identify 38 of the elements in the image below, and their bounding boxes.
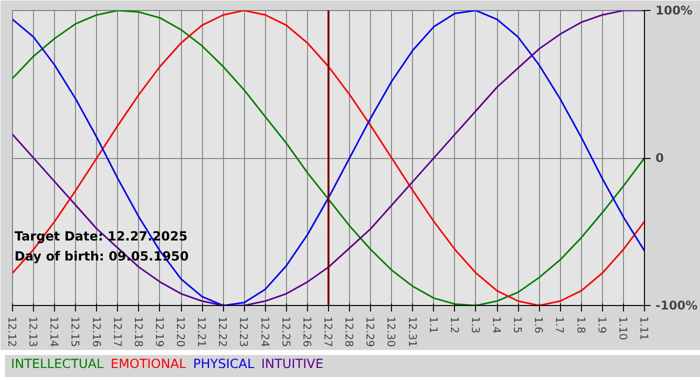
x-tick-label: 12.16 bbox=[90, 316, 103, 348]
x-tick-label: 1.9 bbox=[595, 316, 608, 334]
x-tick-label: 12.21 bbox=[195, 316, 208, 348]
x-tick-label: 12.24 bbox=[258, 316, 272, 348]
x-tick-label: 12.29 bbox=[364, 316, 377, 348]
x-tick-label: 1.3 bbox=[468, 316, 482, 334]
x-tick-label: 12.18 bbox=[132, 316, 145, 348]
x-tick-label: 12.19 bbox=[152, 316, 166, 348]
x-tick-label: 12.20 bbox=[174, 316, 188, 348]
y-tick-label: 100% bbox=[656, 4, 693, 18]
x-tick-label: 1.2 bbox=[448, 316, 461, 334]
text: INTELLECTUAL bbox=[11, 356, 104, 371]
x-tick-label: 12.26 bbox=[300, 316, 314, 348]
text: EMOTIONAL bbox=[110, 356, 186, 371]
x-tick-label: 12.31 bbox=[406, 316, 419, 348]
x-tick-label: 1.6 bbox=[532, 316, 546, 334]
x-tick-label: 12.30 bbox=[384, 316, 398, 348]
y-tick-label: -100% bbox=[656, 298, 698, 312]
x-tick-label: 12.13 bbox=[26, 316, 40, 348]
x-tick-label: 1.1 bbox=[426, 316, 440, 334]
x-tick-label: 12.15 bbox=[68, 316, 82, 348]
x-tick-label: 12.25 bbox=[279, 316, 292, 348]
x-tick-label: 12.23 bbox=[237, 316, 250, 348]
x-tick-label: 1.4 bbox=[490, 316, 504, 334]
y-tick-label: 0 bbox=[656, 151, 664, 165]
x-tick-label: 12.12 bbox=[6, 316, 18, 348]
x-tick-label: 12.17 bbox=[110, 316, 124, 348]
x-tick-label: 12.28 bbox=[342, 316, 356, 348]
x-tick-label: 12.22 bbox=[216, 316, 230, 348]
text: INTUITIVE bbox=[261, 356, 324, 371]
x-tick-label: 1.10 bbox=[616, 316, 630, 340]
x-tick-label: 1.8 bbox=[574, 316, 588, 334]
x-tick-label: 1.11 bbox=[638, 316, 650, 340]
text: PHYSICAL bbox=[193, 356, 254, 371]
x-tick-label: 1.5 bbox=[511, 316, 524, 334]
x-tick-label: 12.14 bbox=[48, 316, 61, 348]
x-tick-label: 12.27 bbox=[322, 316, 334, 348]
x-tick-label: 1.7 bbox=[553, 316, 566, 334]
